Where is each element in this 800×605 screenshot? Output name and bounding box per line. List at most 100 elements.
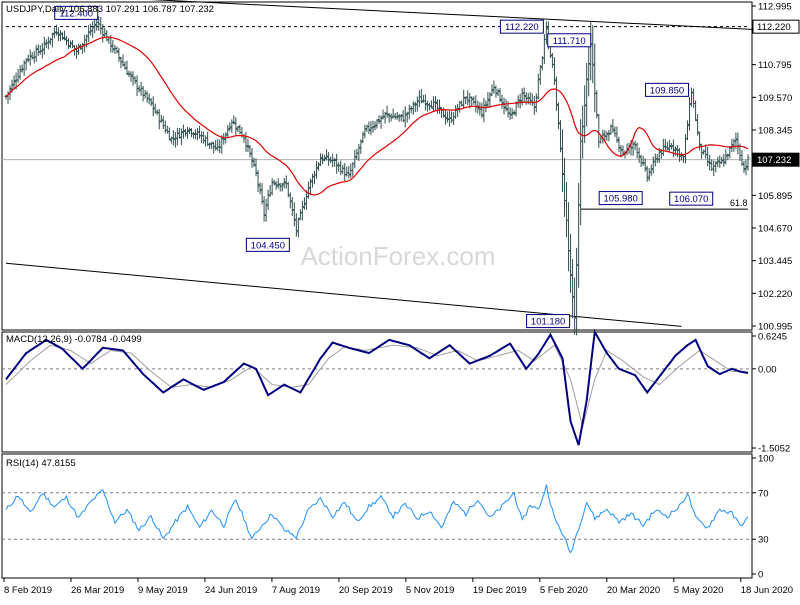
ohlc-bar [220,135,224,154]
ohlc-bar [141,85,145,102]
ohlc-bar [609,124,613,135]
ohlc-bar [234,117,238,136]
ohlc-bar [212,141,216,154]
ohlc-bar [635,142,639,159]
price-tag-112-220: 112.220 [757,22,791,33]
x-axis-label: 19 Dec 2019 [473,585,527,596]
ohlc-bar [335,153,339,174]
ohlc-bar [595,90,599,119]
price-annotation-label: 111.710 [553,36,586,47]
ohlc-bar [119,56,123,69]
ohlc-bar [26,54,30,63]
price-annotation-box [54,5,99,20]
ohlc-bar [518,93,522,109]
ohlc-bar [444,109,448,125]
ohlc-bar [391,108,395,119]
ohlc-bar [198,125,202,139]
ohlc-bar [250,147,254,168]
ohlc-bar [494,85,498,98]
ohlc-bar [46,36,50,50]
ohlc-bar [67,38,71,49]
ohlc-bar [163,120,167,134]
ohlc-bar [415,96,419,112]
ohlc-bar [292,202,296,227]
ohlc-bar [597,113,601,148]
ohlc-bar [686,120,690,141]
ohlc-bar [268,184,272,197]
trendline-lower-channel [5,262,682,327]
ohlc-bar [671,139,675,158]
ohlc-bar [619,144,623,158]
ohlc-bar [486,91,490,109]
price-axis-label: 102.220 [758,289,792,300]
ohlc-bar [93,18,97,34]
ohlc-bar [181,124,185,139]
ohlc-bar [615,126,619,143]
rsi-line [5,484,749,554]
ohlc-bar [375,119,379,129]
ohlc-bar [607,129,611,142]
price-annotation-box [499,19,544,34]
price-tag-last: 107.232 [757,155,791,166]
ohlc-bar [712,160,716,177]
price-axis-label: 109.570 [758,93,792,104]
ohlc-bar [373,121,377,131]
ohlc-bar [381,109,385,120]
ohlc-bar [440,106,444,118]
ohlc-bar [605,131,609,141]
ohlc-bar [165,125,169,134]
ohlc-bar [343,163,347,181]
ohlc-bar [173,131,177,148]
price-annotation-label: 106.070 [674,194,708,205]
ohlc-bar [308,178,312,196]
ohlc-bar [585,62,589,127]
ohlc-bar [558,120,562,153]
ohlc-bar [516,95,520,108]
ohlc-bar [208,142,212,150]
ohlc-bar [294,213,298,237]
ohlc-bar [282,177,286,189]
ohlc-bar [504,99,508,112]
ohlc-bar [248,145,252,158]
ohlc-bar [244,131,248,152]
ohlc-bar [742,160,746,173]
ohlc-bar [230,119,234,133]
ohlc-bar [435,99,439,114]
ohlc-bar [665,141,669,151]
ohlc-bar [583,85,587,143]
ohlc-bar [137,85,141,93]
ohlc-bar [36,44,40,56]
ohlc-bar [472,96,476,105]
ohlc-bar [38,45,42,55]
price-axis-label: 112.995 [758,2,792,13]
ohlc-bar [411,101,415,115]
ohlc-bar [500,94,504,109]
ohlc-bar [456,103,460,117]
ohlc-bar [569,233,573,293]
macd-pane-header: MACD(12,26,9) -0.0784 -0.0499 [6,334,142,345]
ohlc-bar [409,105,413,114]
ohlc-bar [643,158,647,172]
ohlc-bar [383,112,387,124]
macd-signal-line [5,344,748,429]
ohlc-bar [552,57,556,85]
ohlc-bar [246,138,250,153]
ohlc-bars [4,14,750,336]
price-tag-112-220-bg [752,19,800,34]
ohlc-bar [448,111,452,127]
ohlc-bar [474,95,478,113]
price-annotation-label: 104.450 [251,240,285,251]
ohlc-bar [333,157,337,167]
ohlc-bar [417,90,421,108]
ohlc-bar [179,128,183,146]
ohlc-bar [544,21,548,45]
x-axis-label: 20 Sep 2019 [339,585,393,596]
ohlc-bar [371,120,375,133]
ohlc-bar [24,58,28,71]
ohlc-bar [236,126,240,133]
ohlc-bar [151,96,155,117]
price-annotation-box [245,237,290,252]
price-annotation-label: 105.980 [604,194,638,205]
ohlc-bar [613,126,617,138]
